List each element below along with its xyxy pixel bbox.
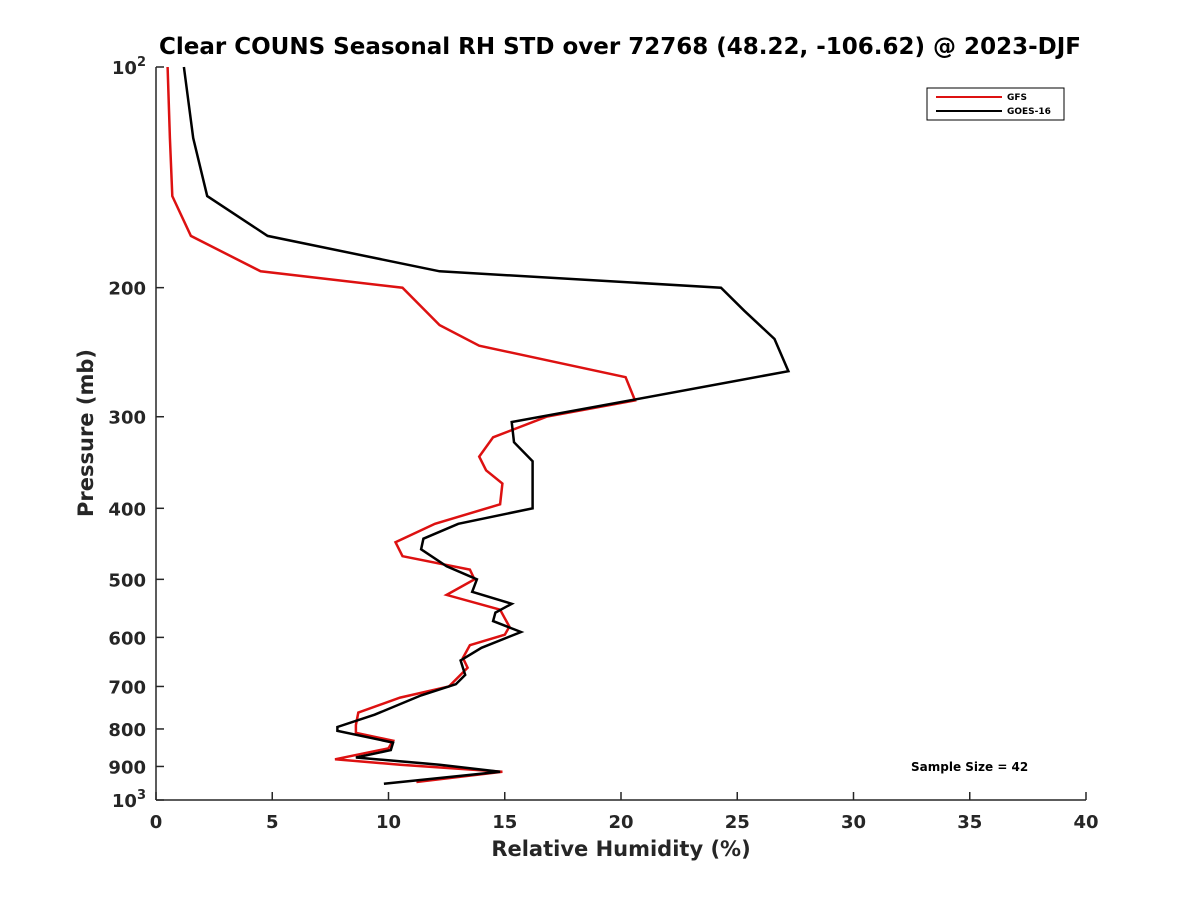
y-tick-label: 200: [108, 279, 146, 300]
x-tick-label: 35: [957, 812, 982, 833]
sample-size-annotation: Sample Size = 42: [911, 760, 1028, 774]
plot-area: [156, 67, 1086, 800]
series-line-goes16: [182, 66, 791, 785]
y-tick-label: 400: [108, 499, 146, 520]
legend-box: [926, 87, 1065, 121]
y-axis-label: Pressure (mb): [74, 349, 98, 517]
x-tick-label: 0: [150, 812, 163, 833]
x-tick-label: 5: [266, 812, 279, 833]
y-tick-label: 103: [112, 788, 146, 812]
series-layer: [166, 66, 791, 785]
chart-title: Clear COUNS Seasonal RH STD over 72768 (…: [159, 34, 1081, 60]
y-tick-label: 500: [108, 570, 146, 591]
y-tick-label: 800: [108, 720, 146, 741]
x-tick-label: 30: [841, 812, 866, 833]
y-tick-label: 700: [108, 677, 146, 698]
x-tick-label: 10: [376, 812, 401, 833]
x-tick-label: 15: [492, 812, 517, 833]
y-ticks: 102 200 300 400 500 600 700 800 900 103: [108, 55, 164, 812]
y-tick-label: 600: [108, 628, 146, 649]
y-tick-label: 900: [108, 757, 146, 778]
x-tick-label: 40: [1073, 812, 1098, 833]
y-tick-label: 300: [108, 408, 146, 429]
legend-label-goes16: GOES-16: [1007, 107, 1051, 117]
y-tick-label: 102: [112, 55, 146, 79]
series-line-gfs: [166, 66, 637, 784]
x-tick-label: 25: [725, 812, 750, 833]
legend: GFS GOES-16: [926, 87, 1065, 121]
x-ticks: 0 5 10 15 20 25 30 35 40: [150, 792, 1099, 833]
x-tick-label: 20: [608, 812, 633, 833]
legend-label-gfs: GFS: [1007, 93, 1027, 103]
x-axis-label: Relative Humidity (%): [491, 837, 750, 861]
